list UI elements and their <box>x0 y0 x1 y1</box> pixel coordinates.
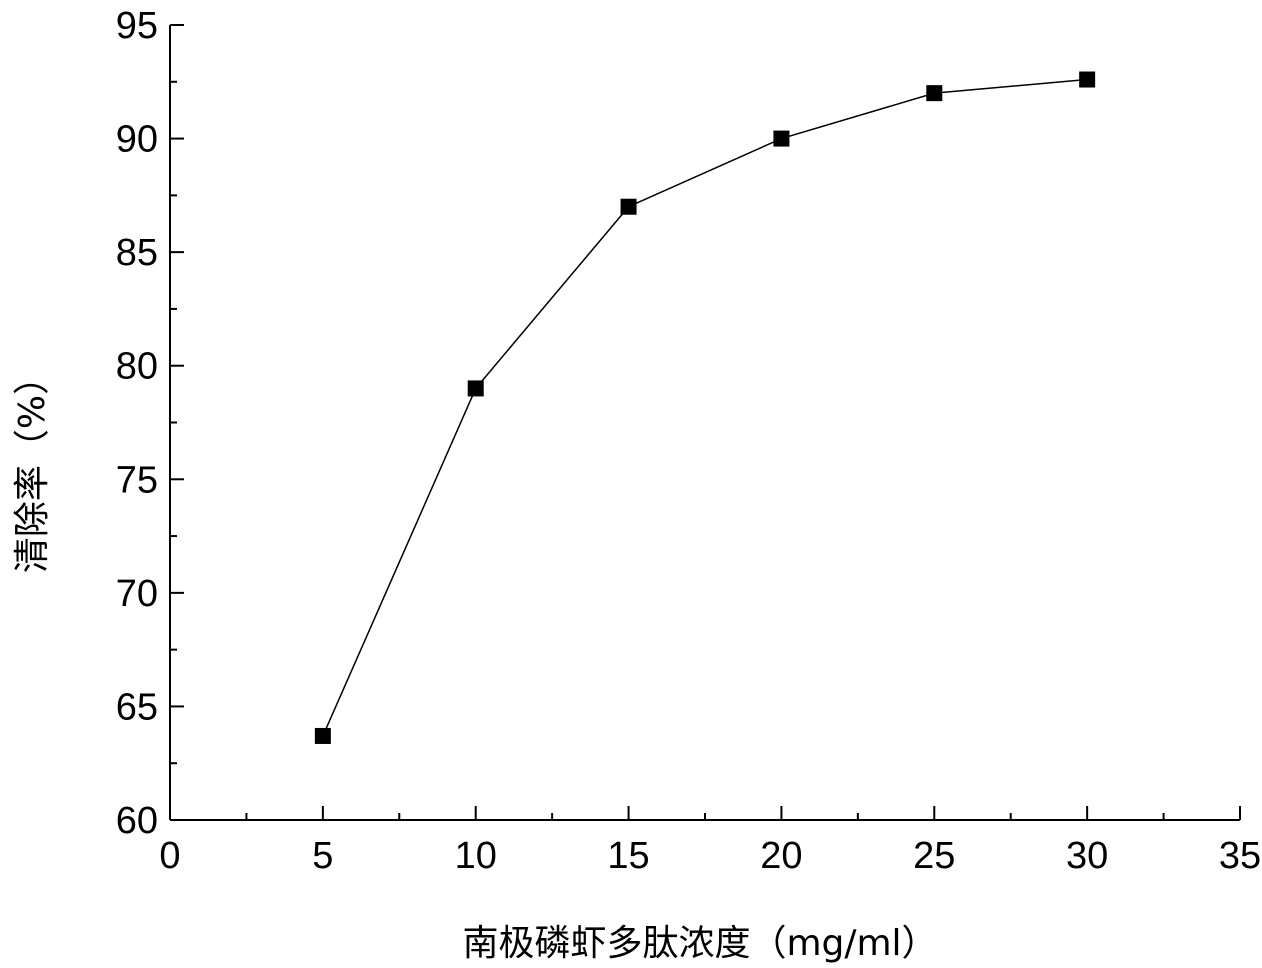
y-tick-label: 95 <box>116 5 158 47</box>
x-tick-label: 5 <box>312 835 333 877</box>
y-tick-label: 65 <box>116 686 158 728</box>
series-layer <box>314 71 1096 744</box>
plot-axes <box>169 25 1240 821</box>
y-tick-label: 80 <box>116 346 158 388</box>
x-tick-label: 10 <box>455 835 497 877</box>
data-point-marker <box>314 727 331 744</box>
y-tick-label: 90 <box>116 119 158 161</box>
x-tick-label: 30 <box>1066 835 1108 877</box>
x-ticks: 0 5 10 15 20 25 30 35 <box>159 806 1261 877</box>
data-point-marker <box>1079 71 1096 88</box>
y-tick-label: 75 <box>116 459 158 501</box>
data-point-marker <box>926 85 943 102</box>
x-tick-label: 20 <box>760 835 802 877</box>
y-ticks: 60 65 70 75 80 85 90 95 <box>116 5 184 842</box>
x-tick-label: 25 <box>913 835 955 877</box>
x-tick-label: 0 <box>159 835 180 877</box>
y-tick-label: 70 <box>116 573 158 615</box>
x-tick-label: 35 <box>1219 835 1261 877</box>
series-line <box>322 78 1088 737</box>
y-tick-label: 60 <box>116 800 158 842</box>
x-axis-title: 南极磷虾多肽浓度（mg/ml） <box>462 923 937 964</box>
x-tick-label: 15 <box>607 835 649 877</box>
data-point-marker <box>773 130 790 147</box>
data-point-marker <box>620 198 637 215</box>
y-tick-label: 85 <box>116 232 158 274</box>
data-point-marker <box>467 380 484 397</box>
y-axis-title: 清除率（%） <box>12 359 53 573</box>
